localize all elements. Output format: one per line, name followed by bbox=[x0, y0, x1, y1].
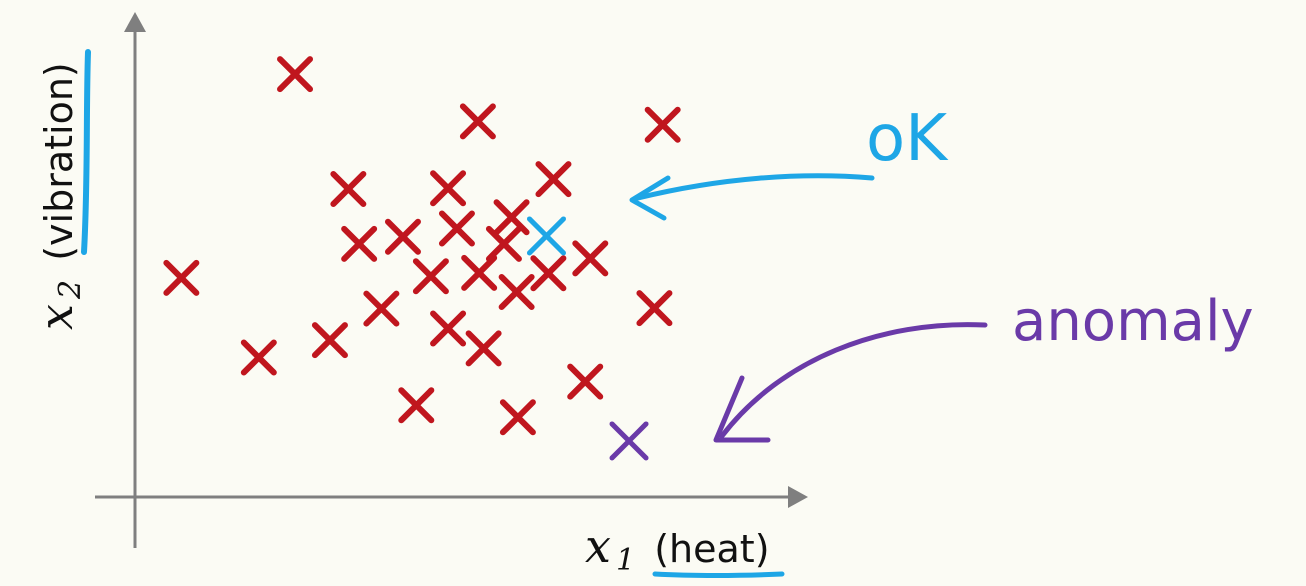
normal-point-stroke bbox=[430, 170, 467, 207]
normal-point bbox=[530, 255, 567, 292]
normal-point bbox=[535, 161, 572, 198]
normal-point-stroke bbox=[465, 330, 502, 367]
y-label-underline bbox=[81, 49, 91, 255]
normal-point bbox=[412, 258, 449, 295]
anomaly-point bbox=[609, 421, 649, 461]
normal-point-stroke bbox=[459, 103, 496, 140]
normal-point-stroke bbox=[311, 322, 348, 359]
normal-point bbox=[277, 56, 314, 93]
ok-label: oK bbox=[866, 102, 949, 176]
normal-point-stroke bbox=[384, 218, 421, 255]
normal-point bbox=[567, 363, 604, 400]
normal-point bbox=[461, 254, 498, 291]
ok-point-stroke bbox=[526, 216, 566, 256]
axes bbox=[95, 12, 808, 548]
data-points bbox=[163, 56, 681, 461]
ok-arrow bbox=[635, 173, 875, 201]
normal-point bbox=[438, 210, 475, 247]
normal-point bbox=[499, 399, 536, 436]
normal-point-stroke bbox=[330, 171, 367, 208]
normal-point bbox=[493, 199, 530, 236]
normal-point-stroke bbox=[398, 387, 435, 424]
x-axis-var-subscript: 1 bbox=[616, 543, 635, 578]
normal-point-stroke bbox=[644, 106, 681, 143]
x-label-underline bbox=[652, 571, 785, 578]
normal-point bbox=[240, 339, 277, 376]
normal-point-stroke bbox=[430, 310, 467, 347]
normal-point bbox=[384, 218, 421, 255]
anomaly-annotation: anomaly bbox=[713, 289, 1254, 443]
normal-point-stroke bbox=[240, 339, 277, 376]
normal-point bbox=[163, 259, 200, 296]
normal-point bbox=[465, 330, 502, 367]
normal-point bbox=[341, 225, 378, 262]
normal-point bbox=[485, 225, 522, 262]
normal-point-stroke bbox=[535, 161, 572, 198]
normal-point bbox=[459, 103, 496, 140]
x-axis-arrow-icon bbox=[788, 486, 808, 508]
normal-point bbox=[636, 290, 673, 327]
y-axis-text: (vibration) bbox=[37, 62, 81, 261]
normal-point-stroke bbox=[438, 210, 475, 247]
normal-point-stroke bbox=[461, 254, 498, 291]
normal-point-stroke bbox=[572, 240, 609, 277]
x-axis-var: x bbox=[585, 519, 611, 573]
anomaly-arrow-head-icon bbox=[713, 375, 771, 443]
normal-point-stroke bbox=[530, 255, 567, 292]
svg-text:x 1 (heat): x 1 (heat) bbox=[585, 519, 770, 578]
normal-point bbox=[398, 387, 435, 424]
normal-point-stroke bbox=[163, 259, 200, 296]
normal-point bbox=[430, 310, 467, 347]
normal-point-stroke bbox=[567, 363, 604, 400]
y-axis-arrow-icon bbox=[124, 12, 146, 32]
normal-point-stroke bbox=[485, 225, 522, 262]
normal-point-stroke bbox=[493, 199, 530, 236]
normal-point bbox=[430, 170, 467, 207]
y-axis-var-subscript: 2 bbox=[53, 280, 88, 300]
normal-point-stroke bbox=[277, 56, 314, 93]
anomaly-arrow bbox=[719, 322, 988, 439]
normal-point-stroke bbox=[498, 273, 535, 310]
svg-text:x 2 (vibration): x 2 (vibration) bbox=[29, 62, 88, 330]
normal-point-stroke bbox=[636, 290, 673, 327]
anomaly-point-stroke bbox=[609, 421, 649, 461]
ok-point bbox=[526, 216, 566, 256]
ok-annotation: oK bbox=[629, 102, 949, 221]
anomaly-label: anomaly bbox=[1012, 289, 1254, 354]
normal-point bbox=[311, 322, 348, 359]
normal-point bbox=[644, 106, 681, 143]
normal-point-stroke bbox=[341, 225, 378, 262]
y-axis-label: x 2 (vibration) bbox=[29, 62, 88, 330]
x-axis-text: (heat) bbox=[654, 527, 769, 571]
normal-point bbox=[572, 240, 609, 277]
normal-point-stroke bbox=[363, 290, 400, 327]
normal-point bbox=[363, 290, 400, 327]
normal-point-stroke bbox=[412, 258, 449, 295]
normal-point bbox=[330, 171, 367, 208]
y-axis-var: x bbox=[29, 304, 83, 330]
x-axis-label: x 1 (heat) bbox=[585, 519, 770, 578]
normal-point bbox=[498, 273, 535, 310]
normal-point-stroke bbox=[499, 399, 536, 436]
ok-arrow-head-icon bbox=[629, 175, 671, 221]
